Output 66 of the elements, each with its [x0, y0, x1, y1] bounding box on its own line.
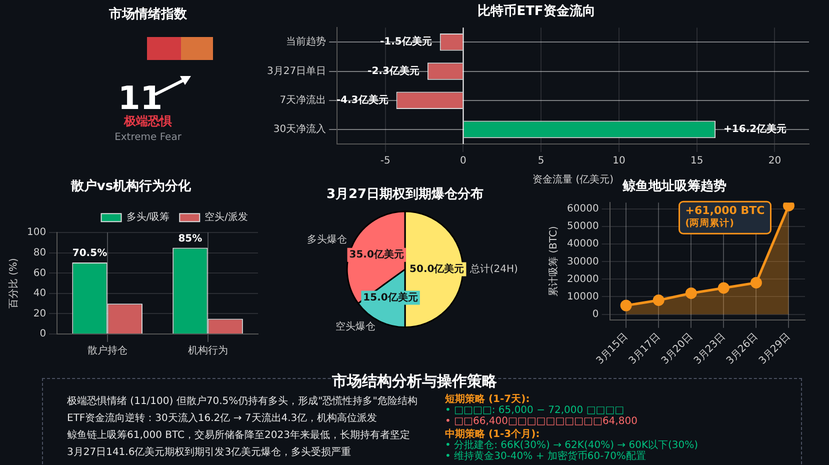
- chart-title: 散户vs机构行为分化: [70, 178, 192, 194]
- text: 3月27日141.6亿美元期权到期引发3亿美元爆仓，多头受损严重: [66, 446, 352, 460]
- chart-title: 鲸鱼地址吸筹趋势: [622, 178, 726, 194]
- y-axis-title: 累计吸筹 (BTC): [548, 226, 560, 296]
- y-axis-title: 百分比 (%): [8, 258, 20, 309]
- text: 短期策略 (1-7天):: [445, 394, 530, 405]
- y-tick-label: 10000: [567, 291, 599, 302]
- data-label: -1.5亿美元: [380, 36, 432, 48]
- data-label: +16.2亿美元: [724, 123, 787, 136]
- data-label: 70.5%: [72, 248, 108, 260]
- point: [652, 294, 664, 306]
- text: 市场结构分析与操作策略: [331, 372, 498, 391]
- chart-title: 3月27日期权到期爆仓分布: [326, 187, 484, 202]
- legend-label: 多头/吸筹: [126, 211, 170, 224]
- text: • □□□□: 65,000 − 72,000 □□□□: [445, 405, 624, 416]
- data-label: -4.3亿美元: [336, 94, 388, 106]
- text: 市场情绪指数: [108, 6, 188, 23]
- text: 中期策略 (1-3个月):: [445, 429, 540, 440]
- y-tick-label: 30天净流入: [273, 123, 326, 136]
- text: 鲸鱼链上吸筹61,000 BTC，交易所储备降至2023年来最低，长期持有者坚定: [66, 429, 411, 443]
- point: [750, 276, 762, 288]
- y-tick-label: 20: [33, 308, 46, 320]
- point: [620, 300, 632, 312]
- y-tick-label: 60: [33, 268, 46, 279]
- x-tick-label: 0: [460, 156, 466, 167]
- y-tick-label: 30000: [567, 256, 599, 268]
- text: • 维持黄金30-40% + 加密货币60-70%配置: [445, 451, 646, 462]
- text: • 分批建仓: 66K(30%) → 62K(40%) → 60K以下(30%): [445, 440, 698, 451]
- x-tick-label: 机构行为: [188, 344, 228, 357]
- slice-label: 多头爆仓: [307, 233, 348, 246]
- y-tick-label: 40000: [567, 238, 599, 250]
- slice-label: 总计(24H): [468, 262, 518, 275]
- data-label: 50.0亿美元: [410, 262, 464, 275]
- y-tick-label: 100: [26, 227, 46, 238]
- text: 极端恐惧: [124, 114, 172, 128]
- y-tick-label: 当前趋势: [286, 36, 326, 48]
- y-tick-label: 50000: [567, 221, 599, 232]
- x-tick-label: 10: [612, 156, 626, 167]
- annotation: +61,000 BTC (两周累计): [685, 204, 765, 229]
- point: [782, 202, 794, 212]
- data-label: -2.3亿美元: [368, 64, 420, 77]
- y-tick-label: 40: [33, 288, 46, 300]
- text: ETF资金流向逆转：30天流入16.2亿 → 7天流出4.3亿，机构高位派发: [66, 412, 378, 426]
- slice-label: 空头爆仓: [336, 320, 376, 333]
- data-label: 15.0亿美元: [363, 291, 418, 304]
- point: [718, 282, 730, 294]
- x-tick-label: 散户持仓: [87, 344, 128, 357]
- y-tick-label: 20000: [567, 274, 599, 285]
- y-tick-label: 3月27日单日: [266, 64, 326, 77]
- x-axis-title: 资金流量 (亿美元): [532, 174, 614, 186]
- x-tick-label: 20: [768, 156, 782, 167]
- data-label: 85%: [178, 233, 202, 244]
- y-tick-label: 60000: [567, 204, 599, 215]
- x-tick-label: -5: [380, 156, 390, 167]
- chart-title: 比特币ETF资金流向: [478, 3, 596, 20]
- text: 极端恐惧情绪 (11/100) 但散户70.5%仍持有多头，形成"恐慌性持多"危险结构: [66, 395, 418, 409]
- x-tick-label: 15: [690, 156, 704, 167]
- y-tick-label: 7天净流出: [280, 94, 326, 106]
- text: • □□66,400□□□□□□□□□□64,800: [445, 416, 638, 427]
- legend-label: 空头/派发: [204, 211, 248, 224]
- y-tick-label: 0: [592, 308, 599, 320]
- data-label: 35.0亿美元: [349, 248, 404, 260]
- point: [685, 287, 697, 299]
- y-tick-label: 80: [33, 247, 46, 258]
- x-tick-label: 5: [538, 156, 544, 167]
- text: Extreme Fear: [114, 132, 182, 143]
